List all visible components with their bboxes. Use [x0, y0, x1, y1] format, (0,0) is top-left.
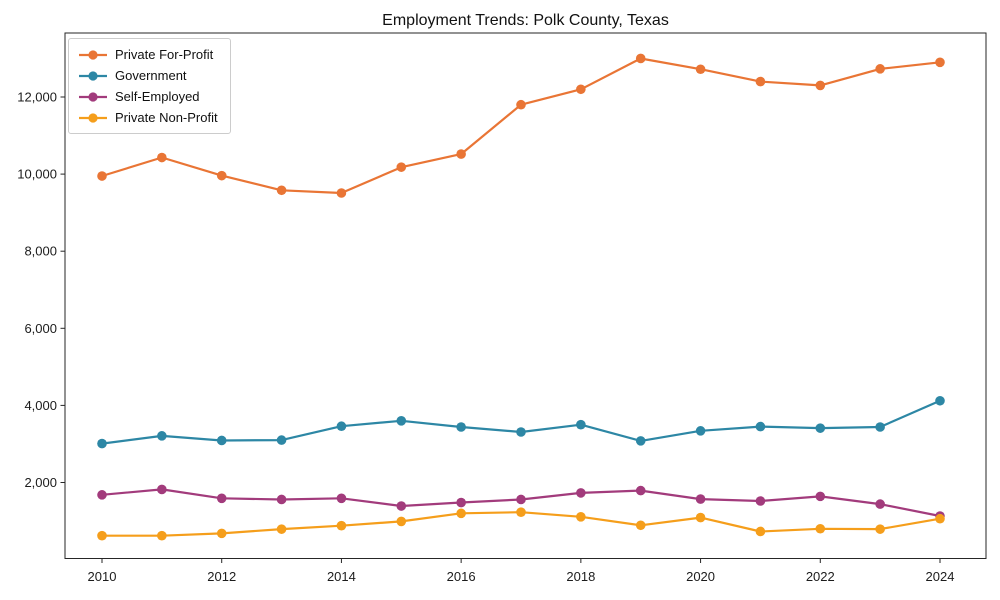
legend-label: Private For-Profit [115, 47, 214, 62]
x-tick-label: 2024 [926, 569, 955, 584]
y-tick-label: 12,000 [17, 90, 57, 105]
data-point [396, 162, 407, 172]
data-point [276, 494, 287, 505]
series-self-employed [97, 484, 945, 521]
series-private-for-profit [97, 53, 945, 198]
data-point [396, 501, 407, 511]
data-point [755, 421, 766, 432]
data-point [216, 528, 227, 539]
data-point [576, 419, 586, 430]
data-point [576, 488, 586, 498]
data-point [755, 496, 766, 506]
data-point [635, 485, 646, 496]
data-point [97, 490, 107, 500]
data-point [97, 530, 107, 541]
x-tick-label: 2010 [88, 569, 117, 584]
data-point [755, 526, 766, 537]
data-point [396, 516, 407, 527]
data-point [336, 188, 347, 198]
x-tick-label: 2020 [686, 569, 715, 584]
series-government [97, 395, 945, 449]
data-point [516, 507, 526, 517]
legend-label: Government [115, 68, 187, 83]
legend-item-private-non-profit: Private Non-Profit [78, 110, 218, 125]
legend-label: Private Non-Profit [115, 110, 218, 125]
legend-item-government: Government [78, 68, 218, 83]
data-point [456, 422, 466, 432]
axes [64, 32, 987, 559]
data-point [516, 494, 526, 505]
data-point [695, 64, 706, 75]
data-point [456, 508, 466, 519]
y-tick-label: 8,000 [24, 244, 57, 259]
data-point [576, 512, 586, 522]
x-tick-label: 2022 [806, 569, 835, 584]
y-tick-label: 10,000 [17, 167, 57, 182]
y-tick-label: 6,000 [24, 321, 57, 336]
data-point [336, 493, 347, 504]
data-point [875, 499, 885, 509]
chart-title: Employment Trends: Polk County, Texas [382, 12, 669, 29]
data-point [216, 170, 227, 181]
data-point [157, 152, 167, 163]
data-point [635, 520, 646, 531]
data-point [276, 435, 287, 445]
data-point [815, 80, 826, 91]
data-point [336, 421, 347, 432]
data-point [875, 422, 885, 432]
data-point [97, 171, 107, 181]
y-axis-ticks: 2,000 4,000 6,000 8,000 10,000 12,000 [17, 90, 65, 490]
data-point [336, 520, 347, 531]
data-point [276, 185, 287, 196]
data-point [875, 524, 885, 534]
x-tick-label: 2014 [327, 569, 356, 584]
data-point [935, 513, 945, 524]
data-point [935, 395, 945, 406]
x-tick-label: 2012 [207, 569, 236, 584]
data-point [755, 76, 766, 87]
data-point [815, 523, 826, 534]
x-tick-label: 2016 [447, 569, 476, 584]
data-point [695, 512, 706, 523]
data-point [276, 524, 287, 534]
legend-item-private-for-profit: Private For-Profit [78, 47, 218, 62]
data-point [635, 53, 646, 64]
data-point [875, 64, 885, 74]
data-point [216, 493, 227, 504]
data-point [815, 491, 826, 502]
data-point [576, 84, 586, 95]
data-point [157, 431, 167, 441]
data-point [456, 497, 466, 508]
x-tick-label: 2018 [566, 569, 595, 584]
data-point [635, 436, 646, 446]
data-point [157, 530, 167, 541]
data-point [935, 57, 945, 68]
data-point [695, 426, 706, 436]
line-marker-icon [79, 112, 107, 123]
series-private-non-profit [97, 507, 945, 541]
data-point [695, 494, 706, 504]
data-point [516, 99, 526, 110]
data-point [216, 435, 227, 446]
data-point [815, 423, 826, 433]
data-point [456, 149, 466, 159]
legend-item-self-employed: Self-Employed [78, 89, 218, 104]
legend-label: Self-Employed [115, 89, 200, 104]
data-point [97, 438, 107, 449]
x-axis-ticks: 2010 2012 2014 2016 2018 2020 2022 2024 [88, 558, 955, 584]
y-tick-label: 2,000 [24, 475, 57, 490]
y-tick-label: 4,000 [24, 398, 57, 413]
line-marker-icon [79, 49, 107, 60]
line-marker-icon [79, 70, 107, 81]
data-point [396, 416, 407, 426]
data-point [157, 484, 167, 495]
legend: Private For-Profit Government Self-Emplo… [68, 38, 231, 134]
data-point [516, 427, 526, 437]
line-marker-icon [79, 91, 107, 102]
